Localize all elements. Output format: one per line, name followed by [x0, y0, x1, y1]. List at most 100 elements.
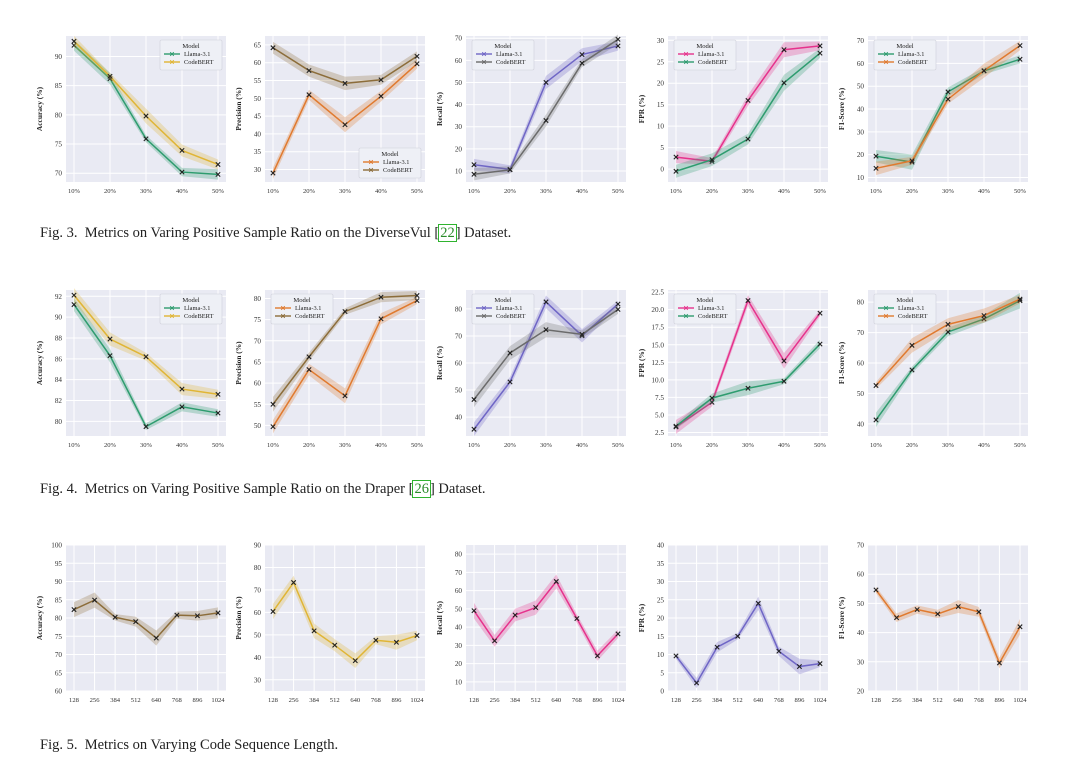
- y-tick-label: 40: [857, 629, 865, 637]
- data-point-marker: [1017, 56, 1023, 62]
- data-point-marker: [673, 168, 679, 174]
- y-tick-label: 85: [55, 82, 63, 90]
- x-tick-label: 40%: [778, 442, 791, 449]
- data-point-marker: [909, 367, 915, 373]
- data-point-marker: [543, 117, 549, 124]
- x-tick-label: 50%: [814, 442, 827, 449]
- y-tick-label: 15: [657, 633, 665, 641]
- y-tick-label: 7.5: [655, 394, 664, 402]
- legend-entry: CodeBERT: [898, 313, 928, 320]
- caption-fig3-ref[interactable]: 22: [438, 224, 457, 242]
- y-tick-label: 40: [657, 542, 665, 550]
- data-point-marker: [615, 306, 621, 313]
- data-point-marker: [306, 354, 312, 360]
- data-point-marker: [194, 613, 201, 619]
- y-tick-label: 55: [254, 401, 262, 409]
- y-tick-label: 17.5: [651, 324, 664, 332]
- x-tick-label: 30%: [942, 442, 955, 449]
- y-tick-label: 50: [857, 390, 865, 398]
- x-tick-label: 384: [309, 697, 320, 704]
- series-band: [74, 39, 218, 180]
- series-band: [676, 596, 820, 689]
- data-point-marker: [393, 639, 400, 645]
- caption-fig5-text: Metrics on Varying Code Sequence Length.: [84, 737, 339, 753]
- y-tick-label: 30: [254, 166, 262, 174]
- data-point-marker: [471, 426, 477, 432]
- data-point-marker: [143, 354, 149, 360]
- series-line: [675, 601, 821, 685]
- legend-entry: Llama-3.1: [698, 305, 724, 312]
- y-axis-label: F1-Score (%): [837, 87, 846, 130]
- x-tick-label: 30%: [339, 188, 352, 195]
- data-point-marker: [270, 424, 276, 430]
- data-point-marker: [615, 36, 621, 42]
- series-band: [474, 574, 618, 661]
- x-tick-label: 512: [330, 697, 340, 704]
- chart-f5-fpr: 0 5 10 15 20 25 30 35 40 128 256 384 512 640 768 896 102…: [637, 542, 828, 704]
- chart-f3-fpr: 0 5 10 15 20 25 30 10% 20% 30% 40% 50% FPR (%) ModelL…: [637, 36, 828, 195]
- y-tick-label: 50: [455, 387, 463, 395]
- y-axis-label: Precision (%): [234, 596, 243, 640]
- data-point-marker: [745, 97, 751, 104]
- y-tick-label: 70: [857, 542, 865, 550]
- y-tick-label: 88: [55, 334, 63, 342]
- chart-f3-f1: 10 20 30 40 50 60 70 10% 20% 30% 40% 50% F1-Score (%…: [837, 36, 1028, 195]
- y-tick-label: 5: [660, 669, 664, 677]
- x-tick-label: 768: [974, 697, 985, 704]
- data-point-marker: [179, 169, 185, 175]
- y-tick-label: 84: [55, 376, 63, 384]
- y-axis-label: F1-Score (%): [837, 341, 846, 384]
- x-tick-label: 20%: [504, 188, 517, 195]
- y-tick-label: 20: [857, 688, 865, 696]
- data-point-marker: [270, 170, 276, 176]
- data-point-marker: [745, 136, 751, 142]
- x-tick-label: 30%: [540, 188, 553, 195]
- chart-f5-acc: 60 65 70 75 80 85 90 95 100 128 256 384 512 640 768 896…: [35, 542, 226, 704]
- caption-fig4-text-end: ] Dataset.: [429, 481, 486, 497]
- data-point-marker: [817, 50, 823, 56]
- y-tick-label: 35: [657, 560, 665, 568]
- y-tick-label: 30: [857, 658, 865, 666]
- x-tick-label: 896: [994, 697, 1005, 704]
- y-tick-label: 15.0: [651, 341, 664, 349]
- legend-entry: Llama-3.1: [698, 51, 724, 58]
- data-point-marker: [817, 43, 823, 49]
- legend-title: Model: [293, 297, 310, 304]
- x-tick-label: 384: [510, 697, 521, 704]
- y-tick-label: 40: [857, 106, 865, 114]
- data-point-marker: [893, 615, 900, 621]
- x-tick-label: 128: [469, 697, 480, 704]
- x-tick-label: 768: [371, 697, 382, 704]
- data-point-marker: [215, 391, 221, 397]
- data-point-marker: [955, 604, 961, 610]
- x-tick-label: 20%: [906, 442, 919, 449]
- x-tick-label: 40%: [576, 188, 589, 195]
- data-point-marker: [1017, 624, 1023, 630]
- legend-title: Model: [696, 297, 713, 304]
- data-point-marker: [373, 637, 379, 643]
- legend-entry: Llama-3.1: [496, 51, 522, 58]
- legend-entry: CodeBERT: [496, 313, 526, 320]
- series-band: [676, 339, 820, 430]
- y-tick-label: 50: [254, 422, 262, 430]
- data-point-marker: [615, 43, 621, 49]
- data-point-marker: [378, 316, 384, 322]
- data-point-marker: [579, 331, 585, 337]
- x-tick-label: 128: [671, 697, 682, 704]
- caption-fig4-ref[interactable]: 26: [412, 480, 431, 498]
- x-tick-label: 40%: [176, 188, 189, 195]
- caption-fig3: Fig. 3. Metrics on Varing Positive Sampl…: [40, 224, 511, 242]
- y-tick-label: 80: [455, 305, 463, 313]
- data-point-marker: [543, 327, 549, 333]
- data-point-marker: [781, 80, 787, 86]
- chart-f3-prec: 30 35 40 45 50 55 60 65 10% 20% 30% 40% 50% Precision…: [234, 36, 425, 195]
- data-point-marker: [471, 396, 477, 403]
- y-tick-label: 80: [857, 299, 865, 307]
- y-tick-label: 30: [254, 676, 262, 684]
- y-tick-label: 10: [657, 123, 665, 131]
- data-point-marker: [290, 579, 297, 586]
- y-tick-label: 70: [55, 651, 63, 659]
- y-tick-label: 35: [254, 148, 262, 156]
